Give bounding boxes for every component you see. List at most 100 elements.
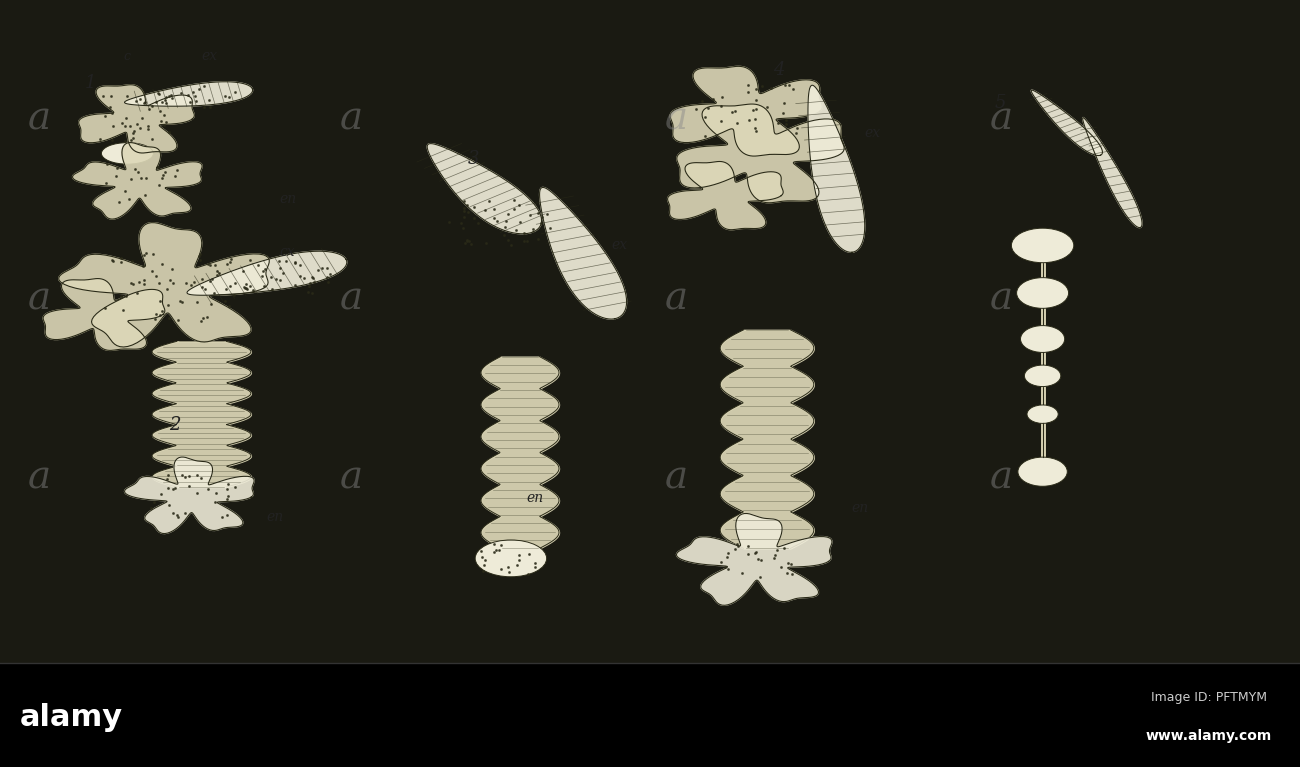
Point xyxy=(100,90,121,102)
Point xyxy=(160,88,181,100)
Point xyxy=(508,548,529,561)
Point xyxy=(696,110,716,123)
Point xyxy=(188,250,209,262)
Point xyxy=(127,166,148,178)
Point xyxy=(463,201,484,213)
Point xyxy=(130,172,151,184)
Point xyxy=(172,469,192,481)
Point xyxy=(150,308,170,321)
Point xyxy=(108,196,129,208)
Point xyxy=(239,280,260,292)
Point xyxy=(503,202,524,215)
Bar xyxy=(0,663,1300,767)
Ellipse shape xyxy=(1018,457,1067,486)
Point xyxy=(142,133,162,145)
Text: en: en xyxy=(280,192,296,206)
Point xyxy=(172,295,192,308)
Ellipse shape xyxy=(101,143,153,164)
Text: 4: 4 xyxy=(774,61,785,79)
Point xyxy=(162,506,183,518)
Text: Image ID: PFTMYM: Image ID: PFTMYM xyxy=(1150,692,1268,704)
Text: en: en xyxy=(526,491,543,505)
Point xyxy=(745,124,766,137)
Point xyxy=(186,95,207,107)
Point xyxy=(697,102,718,114)
Point xyxy=(114,185,135,197)
Point xyxy=(191,314,212,327)
Point xyxy=(121,173,142,186)
Point xyxy=(785,127,806,139)
Point xyxy=(221,253,242,265)
Text: a: a xyxy=(989,101,1013,138)
Text: a: a xyxy=(27,280,51,317)
Point xyxy=(162,277,183,289)
Point xyxy=(456,199,477,211)
Point xyxy=(239,254,260,266)
Point xyxy=(157,482,178,495)
Point xyxy=(155,94,176,107)
Point xyxy=(298,286,318,298)
Point xyxy=(94,110,114,122)
Point xyxy=(135,189,156,201)
Text: a: a xyxy=(989,459,1013,496)
Point xyxy=(692,95,712,107)
Point xyxy=(155,166,176,178)
Point xyxy=(212,511,233,523)
Point xyxy=(775,79,796,91)
Text: a: a xyxy=(339,101,363,138)
Point xyxy=(738,114,759,126)
Point xyxy=(757,100,777,113)
Point xyxy=(116,290,136,302)
Text: a: a xyxy=(27,459,51,496)
Point xyxy=(235,281,256,294)
Point xyxy=(204,496,225,509)
Point xyxy=(156,91,177,104)
Point xyxy=(472,551,493,563)
Point xyxy=(474,204,495,216)
Point xyxy=(153,119,174,131)
Point xyxy=(129,275,150,288)
Point xyxy=(181,278,202,291)
Point xyxy=(514,235,534,248)
Text: a: a xyxy=(339,459,363,496)
Point xyxy=(168,511,188,523)
Point xyxy=(194,80,214,92)
Point xyxy=(498,207,519,219)
Point xyxy=(452,222,473,234)
Point xyxy=(254,263,274,275)
Text: a: a xyxy=(339,280,363,317)
Text: alamy: alamy xyxy=(20,703,124,732)
Point xyxy=(471,545,491,558)
Point xyxy=(742,104,763,116)
Point xyxy=(460,239,481,251)
Point xyxy=(732,567,753,579)
Point xyxy=(530,217,551,229)
Polygon shape xyxy=(540,187,627,319)
Ellipse shape xyxy=(1027,405,1058,423)
Point xyxy=(138,123,159,135)
Point xyxy=(746,546,767,558)
Point xyxy=(763,552,784,565)
Point xyxy=(95,302,116,314)
Text: a: a xyxy=(989,280,1013,317)
Point xyxy=(218,91,239,103)
Point xyxy=(207,269,228,281)
Polygon shape xyxy=(1031,91,1102,156)
Point xyxy=(130,122,151,134)
Point xyxy=(686,104,707,116)
Point xyxy=(114,135,135,147)
Point xyxy=(774,97,794,109)
Point xyxy=(152,258,173,270)
Point xyxy=(103,120,124,132)
Point xyxy=(474,559,495,571)
Point xyxy=(254,265,274,278)
Text: a: a xyxy=(27,101,51,138)
Point xyxy=(254,280,274,292)
Point xyxy=(142,265,162,278)
Point xyxy=(517,235,538,247)
Text: c: c xyxy=(124,50,130,63)
Text: www.alamy.com: www.alamy.com xyxy=(1145,729,1273,743)
Point xyxy=(101,134,122,146)
Polygon shape xyxy=(79,85,194,153)
Point xyxy=(252,270,273,282)
